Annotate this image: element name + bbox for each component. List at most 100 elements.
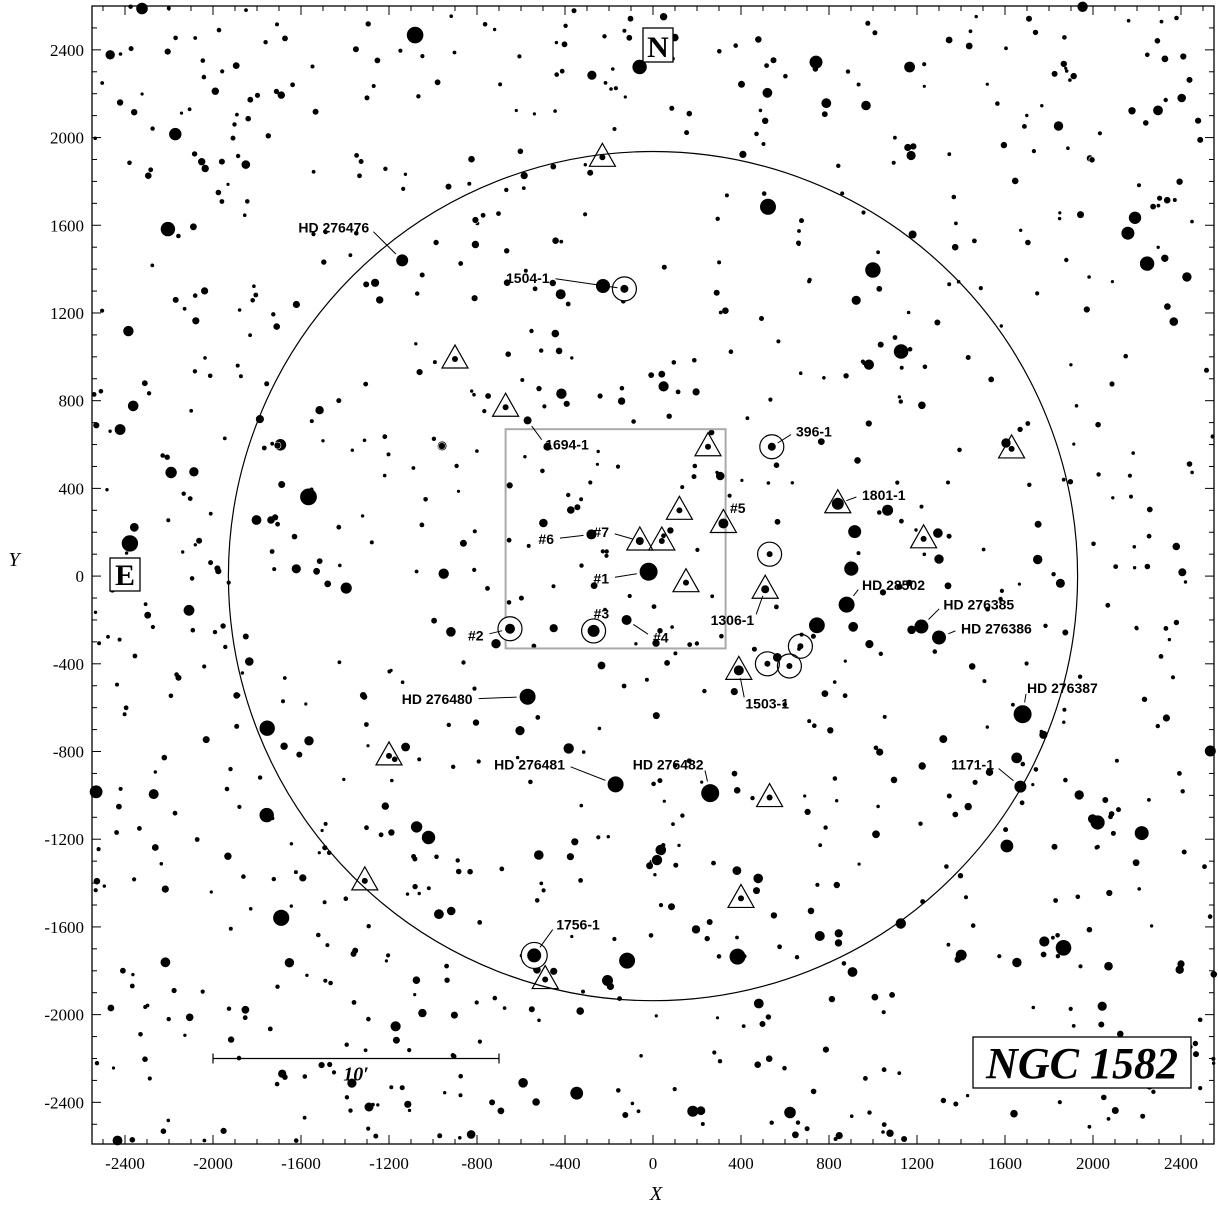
field-star (1051, 70, 1058, 77)
field-star (807, 907, 815, 915)
field-star (346, 1077, 358, 1089)
field-star (344, 1042, 349, 1047)
field-star (417, 891, 421, 896)
field-star (623, 95, 627, 99)
field-star (316, 558, 323, 564)
field-star (476, 759, 481, 764)
field-star (668, 903, 675, 911)
field-star (93, 136, 97, 141)
field-star (336, 524, 342, 530)
field-star (277, 91, 285, 99)
field-star (1190, 470, 1194, 475)
field-star (918, 762, 926, 770)
labeled-star (761, 585, 770, 594)
field-star (567, 506, 575, 514)
field-star (760, 198, 776, 215)
x-tick-label: 2000 (1076, 1154, 1110, 1173)
field-star (790, 481, 794, 485)
field-star (247, 96, 254, 103)
label-leader-line (998, 768, 1014, 782)
x-tick-label: 0 (649, 1154, 658, 1173)
x-tick-label: -400 (549, 1154, 580, 1173)
field-star (272, 567, 277, 572)
field-star (1175, 177, 1184, 186)
field-star (282, 1074, 288, 1080)
field-star (606, 835, 610, 839)
field-star (783, 73, 788, 79)
field-star (865, 419, 873, 428)
field-star (808, 616, 826, 634)
field-star (946, 793, 952, 799)
field-star (1150, 203, 1156, 210)
field-star (105, 488, 109, 492)
field-star (480, 212, 486, 218)
field-star (357, 173, 362, 179)
field-star (1071, 1024, 1076, 1028)
field-star (1137, 183, 1141, 188)
field-star (602, 34, 607, 39)
field-star (366, 744, 370, 748)
field-star (107, 1004, 115, 1012)
field-star (264, 381, 270, 387)
field-star (514, 108, 518, 113)
triangle-marker-star (542, 976, 549, 983)
field-star (632, 59, 647, 75)
field-star (1095, 421, 1101, 428)
field-star (381, 802, 389, 810)
field-star (636, 1109, 641, 1114)
field-star (1132, 545, 1137, 549)
field-star (1012, 957, 1022, 968)
scale-bar: 10′ (212, 1053, 500, 1085)
field-star (129, 522, 139, 532)
field-star (160, 453, 165, 458)
field-star (659, 13, 668, 21)
field-star (821, 690, 829, 697)
field-star (261, 445, 267, 451)
field-star (434, 909, 444, 920)
field-star (366, 1126, 371, 1131)
scale-label: 10′ (343, 1063, 369, 1085)
field-star (870, 993, 879, 1002)
star-label: #6 (538, 531, 554, 547)
field-star (1020, 761, 1026, 767)
field-star (1055, 578, 1065, 588)
label-leader-line (570, 766, 606, 781)
labeled-star (932, 630, 946, 645)
y-tick-label: 1200 (50, 304, 84, 323)
field-star (213, 88, 218, 93)
y-tick-label: 400 (59, 479, 85, 498)
field-star (112, 1135, 123, 1146)
field-star (505, 351, 512, 358)
field-star (309, 487, 314, 492)
field-star (163, 453, 171, 461)
field-star (985, 606, 990, 612)
field-star (520, 378, 525, 382)
field-star (672, 1087, 677, 1092)
field-star (200, 989, 205, 994)
y-tick-label: 2400 (50, 41, 84, 60)
field-star (404, 1100, 412, 1108)
field-star (1098, 1021, 1105, 1028)
field-star (947, 152, 952, 157)
field-star (845, 69, 851, 74)
field-star (796, 240, 801, 246)
field-star (710, 594, 715, 599)
labeled-star (587, 624, 600, 637)
field-star (1180, 53, 1187, 60)
field-star (566, 492, 571, 498)
field-star (443, 976, 451, 984)
field-star (571, 838, 579, 846)
labeled-star (1013, 705, 1032, 724)
field-star (995, 101, 1000, 106)
field-star (685, 110, 693, 117)
field-star (893, 135, 897, 140)
field-star (612, 936, 617, 942)
field-star (587, 70, 597, 80)
field-star (275, 984, 280, 989)
field-star (1057, 216, 1062, 221)
field-star (242, 633, 249, 640)
field-star (198, 158, 206, 166)
field-star (717, 1059, 723, 1064)
labeled-star (607, 776, 624, 793)
